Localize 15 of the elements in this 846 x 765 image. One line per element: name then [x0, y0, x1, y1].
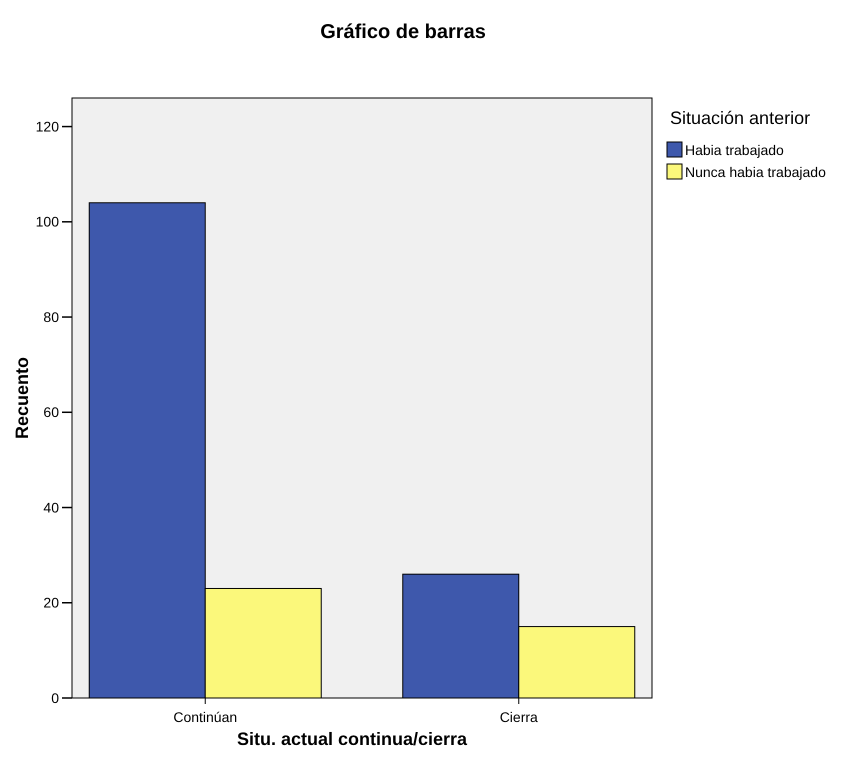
- y-tick-label: 100: [36, 214, 60, 230]
- y-tick-label: 20: [43, 594, 60, 611]
- legend-label: Nunca habia trabajado: [685, 164, 826, 180]
- y-tick-label: 40: [43, 499, 60, 516]
- x-axis-title: Situ. actual continua/cierra: [236, 729, 468, 749]
- y-axis-title: Recuento: [12, 356, 32, 440]
- y-tick-label: 60: [43, 404, 60, 420]
- x-tick-label: Cierra: [500, 709, 538, 725]
- legend-label: Habia trabajado: [685, 142, 784, 158]
- y-tick-label: 120: [36, 118, 60, 134]
- x-tick-label: Continúan: [173, 709, 238, 725]
- y-tick-label: 0: [51, 690, 60, 706]
- legend-title: Situación anterior: [670, 108, 810, 128]
- chart-title: Gráfico de barras: [320, 21, 486, 43]
- y-tick-label: 80: [43, 308, 60, 325]
